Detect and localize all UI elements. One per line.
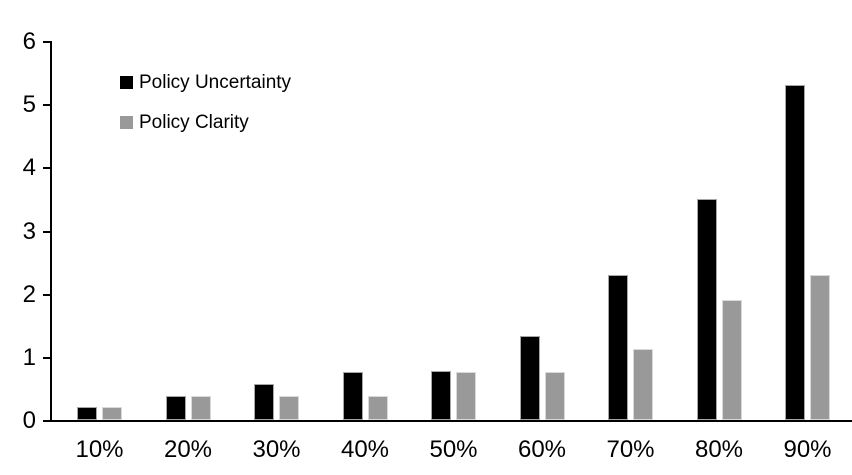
y-tick xyxy=(43,293,52,296)
bar-policy-clarity-50% xyxy=(456,372,476,420)
x-tick-label: 70% xyxy=(606,436,655,463)
legend-label-policy-uncertainty: Policy Uncertainty xyxy=(139,72,292,93)
bar-policy-uncertainty-60% xyxy=(519,336,540,420)
y-tick-label: 4 xyxy=(22,154,36,182)
y-tick xyxy=(43,356,52,359)
bar-policy-clarity-20% xyxy=(190,396,211,420)
bar-policy-uncertainty-20% xyxy=(165,396,186,420)
x-tick-label: 30% xyxy=(252,436,301,463)
y-tick xyxy=(43,420,52,422)
bar-policy-clarity-60% xyxy=(544,372,565,420)
legend-item-policy-clarity: Policy Clarity xyxy=(120,109,291,136)
y-tick xyxy=(43,230,52,233)
x-tick-label: 20% xyxy=(163,436,213,463)
y-tick xyxy=(43,41,52,43)
bar-policy-clarity-80% xyxy=(721,300,742,420)
bar-policy-uncertainty-70% xyxy=(608,275,628,420)
bar-policy-clarity-30% xyxy=(279,396,299,420)
x-tick-label: 40% xyxy=(340,436,390,463)
x-tick-label: 80% xyxy=(694,436,744,463)
legend-swatch-policy-clarity-icon xyxy=(120,116,133,129)
x-tick-label: 60% xyxy=(517,436,567,463)
y-tick-label: 0 xyxy=(22,407,36,434)
bar-policy-uncertainty-30% xyxy=(254,384,274,420)
bar-policy-uncertainty-90% xyxy=(785,85,805,420)
y-tick-label: 6 xyxy=(22,28,36,55)
bar-policy-uncertainty-50% xyxy=(431,371,451,420)
y-tick-label: 1 xyxy=(22,343,36,371)
legend-swatch-policy-uncertainty-icon xyxy=(120,76,133,89)
y-tick xyxy=(43,167,52,170)
bar-policy-clarity-10% xyxy=(102,407,122,420)
bar-policy-uncertainty-40% xyxy=(342,372,363,420)
y-tick-label: 2 xyxy=(22,280,36,308)
y-tick-label: 3 xyxy=(22,217,36,245)
bar-policy-clarity-70% xyxy=(633,349,653,420)
bar-policy-clarity-90% xyxy=(810,275,830,420)
x-tick-label: 90% xyxy=(783,436,832,463)
bar-policy-uncertainty-80% xyxy=(696,199,717,420)
bar-policy-uncertainty-10% xyxy=(77,407,97,420)
x-tick-label: 10% xyxy=(75,436,124,463)
x-tick-label: 50% xyxy=(429,436,478,463)
y-tick xyxy=(43,104,52,107)
legend-label-policy-clarity: Policy Clarity xyxy=(139,112,249,133)
legend: Policy Uncertainty Policy Clarity xyxy=(120,69,291,136)
x-axis xyxy=(52,420,852,422)
bar-policy-clarity-40% xyxy=(367,396,388,420)
legend-item-policy-uncertainty: Policy Uncertainty xyxy=(120,69,291,96)
y-tick-label: 5 xyxy=(22,91,36,119)
